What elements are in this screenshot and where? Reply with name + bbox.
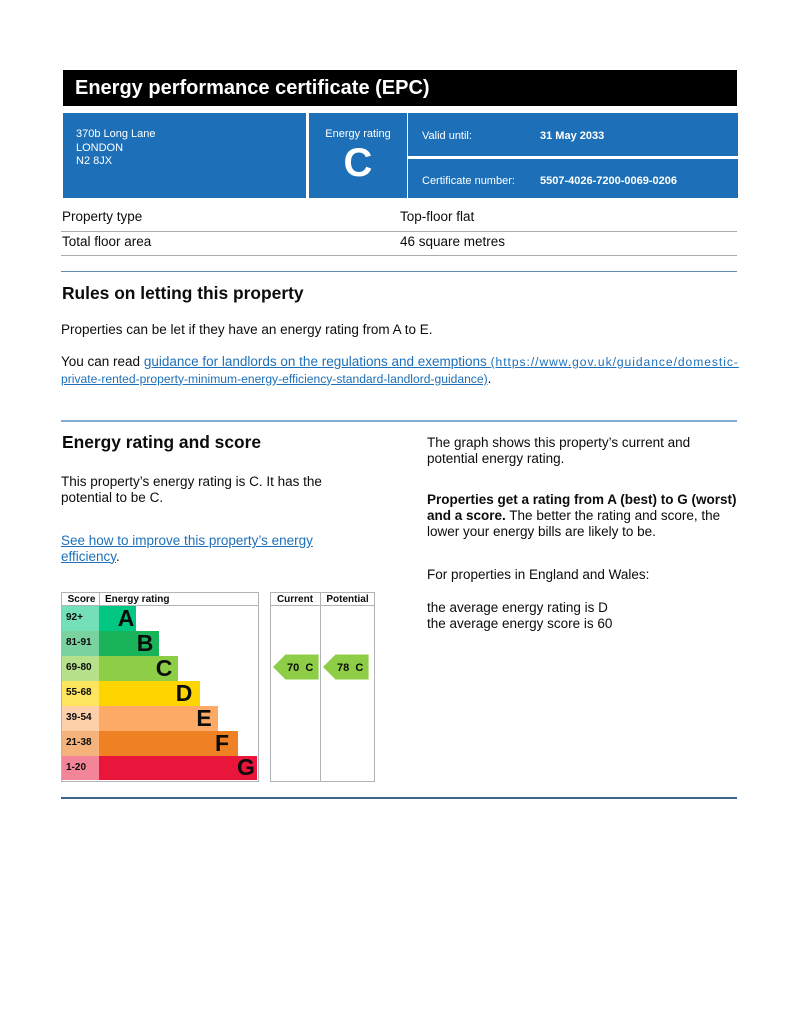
svg-text:78 C: 78 C <box>337 662 363 674</box>
svg-text:70 C: 70 C <box>287 662 313 674</box>
